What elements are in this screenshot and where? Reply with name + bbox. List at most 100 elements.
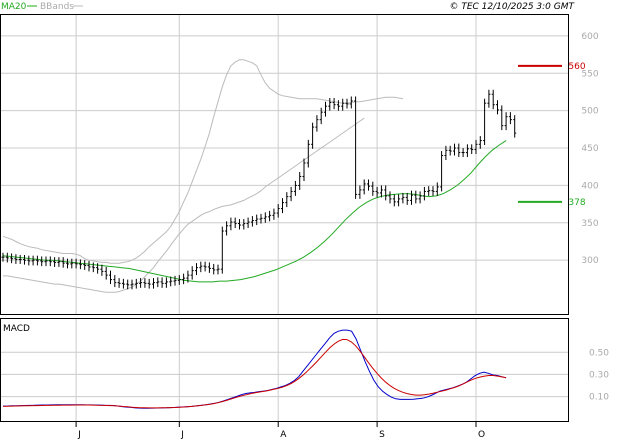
ohlc-bar — [113, 275, 117, 288]
ohlc-bar — [298, 171, 302, 190]
ohlc-bar — [388, 191, 392, 204]
price-grid — [1, 15, 568, 314]
ohlc-bar — [238, 219, 241, 230]
ohlc-bars — [1, 89, 517, 290]
ohlc-bar — [242, 219, 246, 230]
macd-panel — [0, 318, 569, 422]
ohlc-bar — [66, 258, 69, 269]
ohlc-bar — [375, 186, 379, 198]
ohlc-bar — [1, 252, 5, 262]
ohlc-bar — [362, 179, 366, 195]
ma20-line — [2, 140, 507, 283]
price-y-tick-label: 300 — [581, 256, 598, 266]
ohlc-bar — [117, 278, 121, 288]
ohlc-bar — [444, 145, 448, 161]
ohlc-bar — [341, 98, 345, 111]
x-tick-label: J — [180, 430, 184, 440]
ohlc-bar — [268, 210, 272, 222]
macd-grid — [1, 319, 568, 421]
price-y-axis: 300 350 400 450 500 550 600 — [581, 32, 598, 266]
price-y-tick-label: 400 — [581, 181, 598, 191]
ohlc-bar — [83, 260, 87, 270]
ohlc-bar — [324, 101, 327, 117]
ohlc-bar — [169, 276, 173, 287]
ohlc-bar — [18, 254, 22, 264]
bb-upper-line — [2, 59, 403, 264]
ohlc-bar — [332, 97, 336, 110]
ohlc-bar — [152, 278, 155, 289]
ohlc-bar — [134, 278, 138, 289]
signal-line — [2, 338, 507, 409]
ohlc-bar — [367, 179, 370, 191]
ohlc-bar — [496, 100, 499, 115]
ohlc-bar — [302, 158, 306, 181]
ohlc-bar — [315, 115, 319, 132]
ohlc-bar — [177, 275, 181, 285]
ohlc-bar — [147, 278, 151, 289]
ohlc-bar — [225, 221, 229, 236]
ohlc-bar — [276, 204, 280, 218]
macd-y-tick-label: 0.30 — [589, 370, 609, 380]
price-y-tick-label: 500 — [581, 107, 598, 117]
ohlc-bar — [156, 277, 160, 288]
copyright-timestamp: © TEC 12/10/2025 3:0 GMT — [449, 2, 575, 12]
macd-lines — [2, 329, 507, 409]
ohlc-bar — [397, 194, 401, 207]
ohlc-bar — [491, 89, 495, 110]
ohlc-bar — [35, 255, 39, 266]
ohlc-bar — [379, 185, 383, 198]
ohlc-bar — [199, 261, 203, 273]
ma20-polyline — [2, 140, 507, 283]
ohlc-bar — [74, 258, 78, 269]
ohlc-bar — [121, 278, 125, 289]
ohlc-bar — [345, 98, 349, 109]
ohlc-bar — [465, 144, 469, 158]
price-y-tick-label: 450 — [581, 144, 598, 154]
ohlc-bar — [246, 217, 250, 229]
ohlc-bar — [109, 270, 112, 285]
ohlc-bar — [104, 266, 108, 280]
macd-title: MACD — [3, 324, 30, 334]
ohlc-bar — [392, 194, 396, 207]
ohlc-bar — [139, 278, 143, 288]
ohlc-bar — [435, 182, 439, 196]
ohlc-bar — [478, 136, 482, 149]
ohlc-bar — [272, 208, 276, 220]
ohlc-bar — [78, 259, 82, 270]
ohlc-bar — [358, 185, 362, 199]
ohlc-bar — [293, 180, 297, 196]
price-levels: 560 378 — [518, 62, 586, 208]
ohlc-bar — [431, 186, 435, 196]
ohlc-bar — [487, 89, 491, 108]
ohlc-bar — [57, 257, 61, 267]
ohlc-bar — [96, 263, 100, 274]
ohlc-bar — [384, 185, 388, 201]
macd-y-axis: 0.10 0.30 0.50 — [589, 348, 609, 402]
ohlc-bar — [48, 256, 52, 267]
ma20-legend-label: MA20 — [1, 2, 27, 12]
ohlc-bar — [281, 198, 284, 214]
ohlc-bar — [349, 96, 353, 109]
ohlc-bar — [422, 186, 426, 201]
x-tick-label: S — [379, 430, 385, 440]
ohlc-bar — [186, 270, 190, 283]
ohlc-bar — [14, 254, 18, 264]
price-y-tick-label: 600 — [581, 32, 598, 42]
x-tick-label: A — [280, 430, 287, 440]
ohlc-bar — [195, 263, 198, 276]
ohlc-bar — [212, 263, 216, 275]
bbands-legend-label: BBands — [40, 2, 74, 12]
ohlc-bar — [311, 122, 315, 149]
ohlc-bar — [405, 192, 409, 205]
ohlc-bar — [164, 277, 168, 288]
ohlc-bar — [508, 112, 512, 125]
price-y-tick-label: 350 — [581, 219, 598, 229]
ohlc-bar — [61, 257, 65, 268]
macd-y-tick-label: 0.10 — [589, 393, 609, 403]
price-y-tick-label: 550 — [581, 69, 598, 79]
x-tick-label: O — [478, 430, 485, 440]
ohlc-bar — [259, 213, 263, 224]
ohlc-bar — [233, 217, 237, 229]
ohlc-bar — [220, 226, 224, 274]
